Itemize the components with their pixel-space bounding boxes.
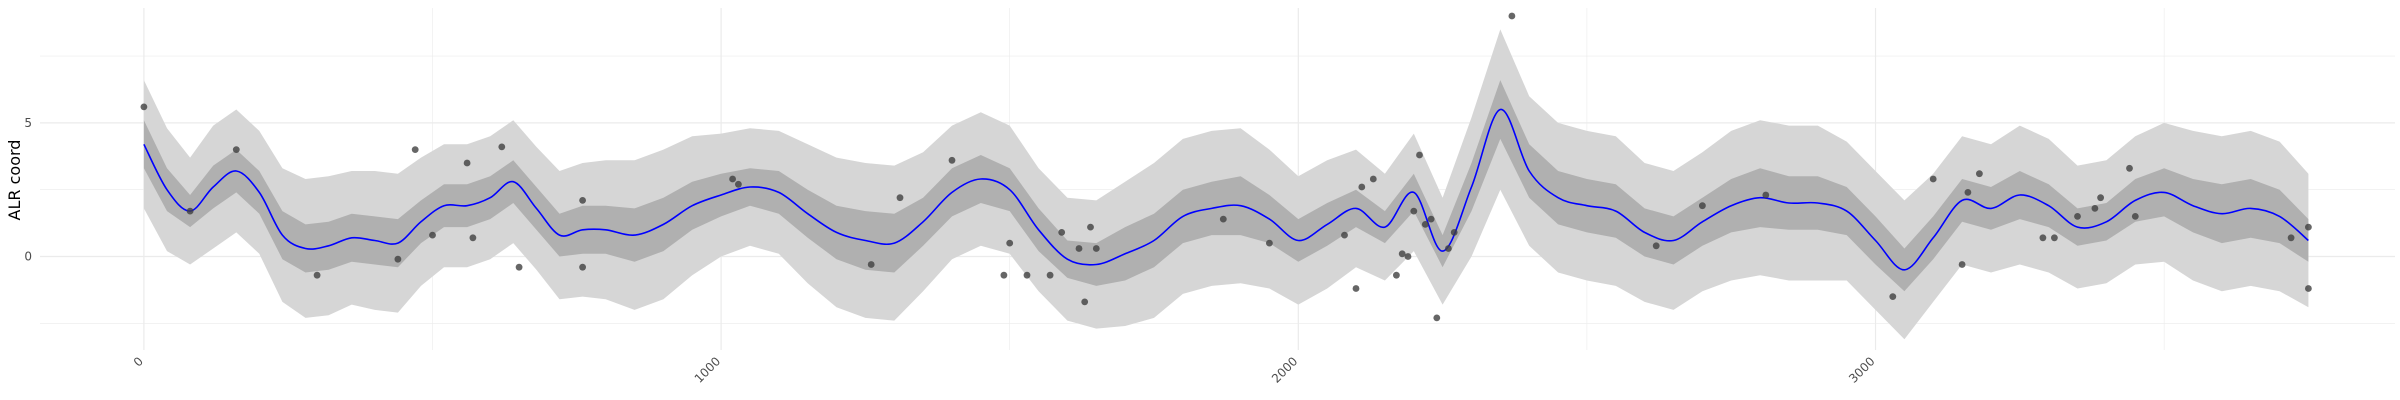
data-point (1929, 175, 1937, 183)
data-point (579, 263, 586, 271)
data-point (1075, 245, 1083, 252)
data-point (2131, 213, 2139, 220)
data-point (1699, 202, 1706, 210)
data-point (1046, 271, 1054, 279)
x-tick-label: 0 (131, 354, 146, 369)
data-point (1352, 285, 1360, 292)
data-point (2039, 234, 2047, 242)
data-point (2287, 234, 2295, 242)
data-point (232, 146, 240, 154)
data-point (867, 261, 875, 268)
data-point (463, 159, 471, 167)
data-point (729, 175, 736, 183)
data-point (1404, 253, 1412, 260)
data-point (1976, 170, 1983, 178)
data-point (2305, 223, 2312, 231)
data-point (1762, 191, 1770, 199)
data-point (1006, 239, 1014, 247)
data-point (1427, 215, 1435, 223)
data-point (1445, 245, 1452, 252)
data-point (735, 180, 742, 188)
x-tick-label: 2000 (1269, 354, 1300, 385)
data-point (1058, 229, 1066, 236)
data-point (1358, 183, 1366, 191)
data-point (1000, 271, 1008, 279)
data-point (2097, 194, 2105, 202)
data-point (1652, 242, 1660, 250)
data-point (1889, 293, 1897, 300)
data-point (1341, 231, 1348, 239)
data-point (1219, 215, 1227, 223)
y-tick-label: 0 (24, 249, 32, 263)
data-point (2091, 205, 2099, 212)
data-point (1092, 245, 1100, 252)
x-tick-label: 1000 (692, 354, 723, 385)
data-point (1081, 298, 1089, 306)
confidence-bands (143, 29, 2309, 340)
mean-line-group (143, 108, 2309, 271)
data-point (1266, 239, 1273, 247)
data-point (948, 156, 956, 164)
data-point (1410, 207, 1418, 215)
data-point (1416, 151, 1423, 159)
data-point (498, 143, 506, 151)
data-point (1421, 221, 1429, 228)
data-point (140, 103, 148, 111)
data-point (313, 271, 321, 279)
data-point (1369, 175, 1377, 183)
y-tick-label: 5 (24, 116, 32, 130)
data-point (1450, 229, 1458, 236)
data-point (394, 255, 402, 263)
observation-points (140, 12, 2312, 322)
data-point (429, 231, 436, 239)
data-point (2074, 213, 2081, 220)
data-point (2051, 234, 2058, 242)
data-point (2305, 285, 2312, 292)
data-point (1433, 314, 1441, 322)
data-point (1964, 189, 1972, 196)
data-point (1958, 261, 1966, 268)
data-point (1398, 250, 1406, 258)
data-point (1087, 223, 1094, 231)
data-point (1508, 12, 1516, 20)
data-point (469, 234, 477, 242)
mean-line (143, 108, 2309, 271)
x-tick-label: 3000 (1846, 354, 1877, 385)
data-point (411, 146, 419, 154)
data-point (1023, 271, 1031, 279)
data-point (186, 207, 194, 215)
data-point (2126, 164, 2133, 172)
y-axis-title: ALR coord (5, 140, 24, 221)
inner-credible-band (143, 80, 2309, 292)
data-point (896, 194, 904, 202)
data-point (579, 197, 586, 204)
data-point (1393, 271, 1400, 279)
data-point (515, 263, 523, 271)
